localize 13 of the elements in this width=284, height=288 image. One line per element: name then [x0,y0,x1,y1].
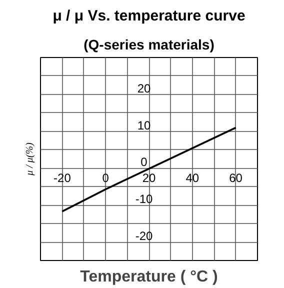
x-axis-title: Temperature ( °C ) [80,268,218,286]
x-tick-label: 40 [186,171,200,186]
y-axis-title: μ / μ(%) [24,142,36,176]
x-tick-label: 60 [229,171,243,186]
y-tick-label: -20 [135,229,153,244]
chart-subtitle: (Q-series materials) [84,36,214,52]
x-tick-label: -20 [54,171,72,186]
y-tick-label: -10 [135,192,153,206]
chart-title: μ / μ Vs. temperature curve [52,8,246,24]
x-tick-label: 0 [102,171,110,186]
y-tick-label: 10 [137,118,151,132]
y-tick-label: 20 [137,81,151,96]
y-tick-label: 0 [140,155,148,170]
